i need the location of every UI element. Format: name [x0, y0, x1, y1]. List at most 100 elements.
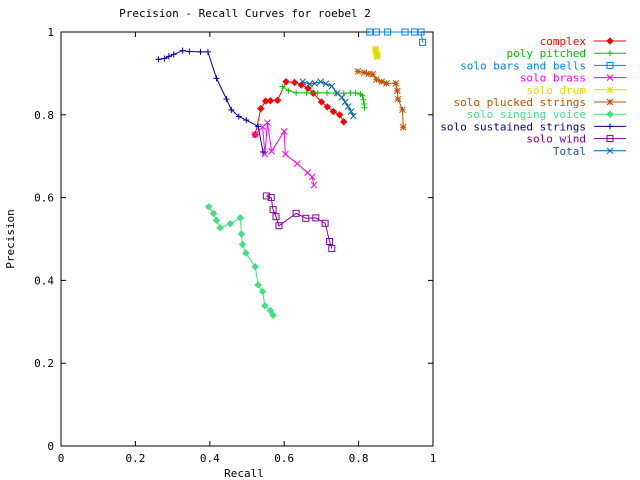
data-point [335, 111, 344, 119]
data-point [251, 131, 259, 139]
data-point [269, 206, 277, 214]
series-solo-sustained-strings [155, 47, 266, 156]
data-point [293, 160, 301, 168]
data-point [312, 214, 320, 222]
data-point [338, 94, 346, 101]
data-point [401, 28, 409, 36]
data-point [359, 92, 366, 99]
data-point [213, 75, 220, 82]
data-point [302, 214, 310, 222]
y-tick-label: 0.6 [34, 192, 54, 205]
data-point [236, 214, 245, 222]
series-total [299, 78, 357, 120]
data-point [323, 103, 332, 111]
data-point [155, 56, 162, 63]
series-line [208, 206, 274, 316]
data-point [273, 96, 282, 105]
data-point [340, 118, 348, 126]
series-poly-pitched [279, 83, 368, 111]
data-point [243, 117, 250, 124]
data-point [269, 311, 277, 319]
data-point [275, 222, 283, 230]
data-point [333, 90, 340, 97]
legend-label: complex [540, 35, 587, 48]
data-point [237, 230, 246, 238]
data-point [310, 181, 318, 189]
data-point [606, 135, 614, 143]
data-point [384, 28, 392, 36]
data-point [606, 110, 614, 118]
data-point [606, 74, 614, 81]
data-point [365, 70, 372, 78]
legend-label: solo sustained strings [440, 120, 586, 133]
x-tick-label: 0 [58, 452, 65, 465]
data-point [170, 51, 177, 58]
data-point [311, 79, 319, 87]
data-point [261, 301, 269, 310]
series-solo-bars-and-bells [366, 28, 427, 46]
series-solo-brass [251, 119, 318, 189]
data-point [292, 209, 300, 217]
data-point [317, 78, 325, 86]
data-point [314, 89, 321, 96]
x-tick-label: 0.8 [349, 452, 369, 465]
data-point [399, 106, 406, 114]
series-line [158, 50, 264, 153]
data-point [293, 89, 300, 96]
series-solo-wind [262, 192, 336, 253]
data-point [347, 108, 355, 115]
x-axis-label: Recall [224, 467, 264, 480]
data-point [323, 89, 330, 96]
data-point [209, 209, 218, 218]
data-point [372, 28, 380, 36]
data-point [266, 97, 275, 105]
data-point [399, 123, 407, 131]
data-point [272, 213, 280, 221]
data-point [306, 80, 313, 88]
series-layer [155, 28, 427, 319]
data-point [606, 147, 614, 155]
data-point [321, 219, 329, 227]
data-point [212, 216, 221, 225]
data-point [419, 38, 427, 46]
data-point [165, 53, 172, 60]
data-point [328, 245, 336, 253]
data-point [179, 47, 186, 54]
x-axis-ticks: 0 0.2 0.4 0.6 0.8 1 [58, 32, 437, 465]
data-point [366, 28, 374, 36]
data-point [360, 96, 367, 103]
data-point [383, 79, 390, 87]
y-tick-label: 0.4 [34, 274, 54, 287]
data-point [290, 78, 299, 87]
data-point [238, 240, 247, 249]
data-point [226, 219, 234, 228]
data-point [254, 281, 262, 289]
data-point [410, 28, 418, 36]
legend-label: solo bars and bells [460, 59, 586, 72]
data-point [161, 55, 168, 62]
y-axis-ticks: 0 0.2 0.4 0.6 0.8 1 [34, 26, 433, 453]
data-point [606, 61, 614, 69]
data-point [394, 95, 402, 103]
x-tick-label: 0.2 [125, 452, 145, 465]
data-point [204, 203, 213, 211]
series-line [302, 81, 354, 117]
x-tick-label: 1 [430, 452, 437, 465]
data-point [326, 237, 334, 245]
data-point [251, 263, 259, 271]
data-point [268, 147, 275, 155]
data-point [350, 112, 357, 120]
legend-label: Total [553, 145, 586, 158]
data-point [281, 150, 289, 158]
legend-label: solo singing voice [467, 108, 586, 121]
legend-label: solo drum [526, 84, 586, 97]
data-point [264, 119, 271, 127]
data-point [329, 107, 338, 116]
data-point [373, 76, 380, 83]
data-point [242, 249, 250, 257]
data-point [344, 103, 352, 110]
data-point [308, 173, 316, 181]
data-point [257, 104, 265, 113]
data-point [258, 287, 267, 296]
data-point [378, 78, 386, 86]
